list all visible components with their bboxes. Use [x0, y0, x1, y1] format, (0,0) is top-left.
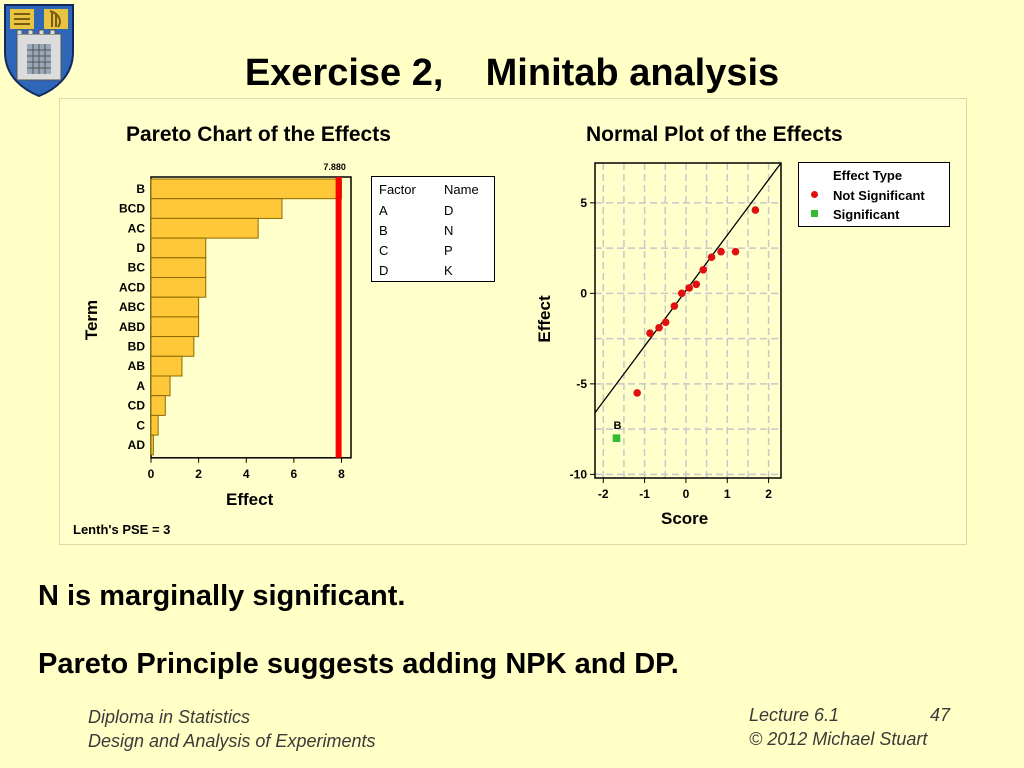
footer-page-number: 47 — [930, 705, 951, 725]
normal-x-tick-label: 0 — [683, 487, 690, 501]
normal-point-not-significant — [646, 329, 654, 337]
normal-x-axis-label: Score — [661, 509, 709, 528]
pareto-x-tick-label: 6 — [291, 467, 298, 481]
pareto-bar — [150, 296, 200, 318]
factor-table-cell: N — [444, 223, 454, 238]
college-crest-logo — [4, 4, 74, 98]
normal-plot-frame — [594, 162, 782, 479]
factor-table-cell: D — [379, 263, 389, 278]
normal-y-tick-label: 0 — [580, 286, 587, 300]
factor-table-cell: D — [444, 203, 454, 218]
factor-table-header-name: Name — [444, 182, 479, 197]
footer-copyright: © 2012 Michael Stuart — [749, 729, 928, 749]
lenth-pse-note: Lenth's PSE = 3 — [73, 522, 171, 537]
normal-fit-line — [595, 163, 781, 414]
pareto-x-tick-label: 4 — [243, 467, 250, 481]
pareto-bar — [150, 198, 283, 219]
pareto-bar — [150, 395, 166, 416]
pareto-category-label: BCD — [119, 202, 145, 216]
statement-1: N is marginally significant. — [38, 580, 406, 612]
pareto-bar — [150, 434, 154, 456]
normal-y-tick-label: -5 — [576, 377, 587, 391]
normal-point-not-significant — [633, 389, 641, 397]
normal-point-not-significant — [707, 253, 716, 261]
normal-point-not-significant — [692, 280, 701, 289]
normal-plot-title: Normal Plot of the Effects — [586, 123, 843, 146]
normal-point-not-significant — [751, 206, 760, 214]
pareto-bar — [150, 375, 171, 397]
statement-2: Pareto Principle suggests adding NPK and… — [38, 648, 679, 680]
pareto-category-label: A — [136, 379, 145, 393]
factor-name-table: Factor Name A D B N C P D K — [371, 176, 495, 282]
pareto-chart-title: Pareto Chart of the Effects — [126, 123, 391, 146]
normal-y-tick-label: -10 — [570, 467, 588, 481]
normal-x-tick-label: -1 — [639, 487, 650, 501]
normal-point-not-significant — [731, 247, 740, 256]
normal-plot: B-2 -1 0 1 2-10-505 — [570, 162, 782, 501]
normal-point-not-significant — [699, 266, 708, 274]
factor-table-cell: K — [444, 263, 453, 278]
pareto-bar — [150, 277, 207, 298]
pareto-reference-label: 7.880 — [323, 162, 346, 172]
pareto-category-label: C — [136, 418, 145, 432]
pareto-category-label: ACD — [119, 280, 145, 294]
pareto-bar — [150, 414, 159, 436]
legend-marker-significant — [811, 210, 818, 217]
normal-x-tick-label: 2 — [765, 487, 772, 501]
normal-point-not-significant — [678, 289, 686, 298]
factor-table-header-factor: Factor — [379, 182, 416, 197]
legend-entry-not-significant: Not Significant — [833, 188, 925, 203]
pareto-x-tick-label: 8 — [338, 467, 345, 481]
normal-point-not-significant — [655, 323, 663, 332]
legend-marker-not-significant — [811, 191, 818, 198]
factor-table-cell: B — [379, 223, 388, 238]
pareto-bar — [150, 355, 183, 377]
normal-y-axis-label: Effect — [535, 295, 554, 343]
normal-point-not-significant — [717, 247, 725, 256]
normal-point-label: B — [613, 420, 621, 432]
normal-point-significant — [612, 434, 621, 442]
legend-entry-significant: Significant — [833, 207, 900, 222]
pareto-category-label: ABC — [119, 300, 145, 314]
normal-point-not-significant — [685, 284, 694, 292]
footer-lecture: Lecture 6.1 — [749, 705, 840, 725]
pareto-category-label: AB — [128, 359, 146, 373]
pareto-category-label: AD — [128, 438, 146, 452]
pareto-bar — [150, 178, 342, 200]
pareto-bar — [150, 237, 207, 259]
legend-title: Effect Type — [833, 168, 903, 183]
normal-y-tick-label: 5 — [580, 196, 587, 210]
normal-point-not-significant — [661, 318, 670, 327]
pareto-x-axis-label: Effect — [226, 490, 274, 509]
factor-table-cell: A — [379, 203, 388, 218]
pareto-bar — [150, 257, 207, 279]
normal-x-tick-label: -2 — [598, 487, 609, 501]
pareto-x-tick-label: 2 — [195, 467, 202, 481]
pareto-category-label: B — [136, 182, 145, 196]
pareto-category-label: ABD — [119, 320, 145, 334]
effect-type-legend: Effect Type Not Significant Significant — [798, 162, 950, 227]
footer-module: Design and Analysis of Experiments — [88, 731, 376, 751]
factor-table-cell: C — [379, 243, 389, 258]
pareto-category-label: CD — [128, 399, 146, 413]
pareto-y-axis-label: Term — [82, 299, 101, 341]
pareto-category-label: D — [136, 241, 145, 255]
pareto-bar — [150, 316, 200, 338]
normal-x-tick-label: 1 — [724, 487, 731, 501]
footer-course: Diploma in Statistics — [88, 707, 251, 727]
normal-point-not-significant — [670, 302, 679, 310]
pareto-bar — [150, 336, 195, 357]
pareto-category-label: BC — [128, 261, 146, 275]
slide-title: Exercise 2, Minitab analysis — [244, 52, 780, 94]
pareto-category-label: BD — [128, 339, 146, 353]
pareto-x-tick-label: 0 — [148, 467, 155, 481]
pareto-bar — [150, 217, 259, 239]
factor-table-cell: P — [444, 243, 453, 258]
pareto-category-label: AC — [128, 221, 146, 235]
